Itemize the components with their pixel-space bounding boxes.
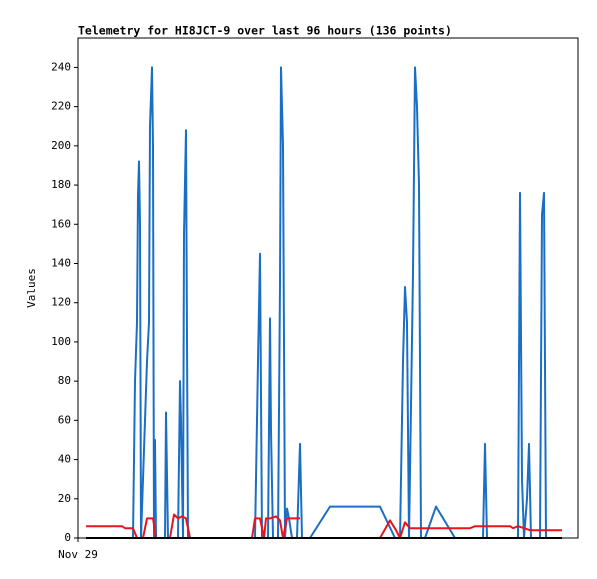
- y-tick-label: 80: [58, 374, 71, 387]
- series-line: [86, 66, 562, 539]
- y-tick-label: 240: [51, 60, 71, 73]
- y-tick-label: 200: [51, 139, 71, 152]
- y-tick-label: 40: [58, 453, 71, 466]
- series-line: [86, 513, 562, 539]
- y-tick-label: 120: [51, 296, 71, 309]
- y-tick-label: 0: [64, 531, 71, 544]
- y-tick-label: 100: [51, 335, 71, 348]
- y-tick-label: 20: [58, 492, 71, 505]
- y-tick-label: 220: [51, 100, 71, 113]
- y-tick-label: 160: [51, 217, 71, 230]
- chart-title: Telemetry for HI8JCT-9 over last 96 hour…: [78, 24, 452, 38]
- y-axis-label: Values: [25, 268, 38, 308]
- y-tick-label: 60: [58, 413, 71, 426]
- y-tick-label: 180: [51, 178, 71, 191]
- y-tick-label: 140: [51, 256, 71, 269]
- x-tick-label: Nov 29: [58, 548, 98, 561]
